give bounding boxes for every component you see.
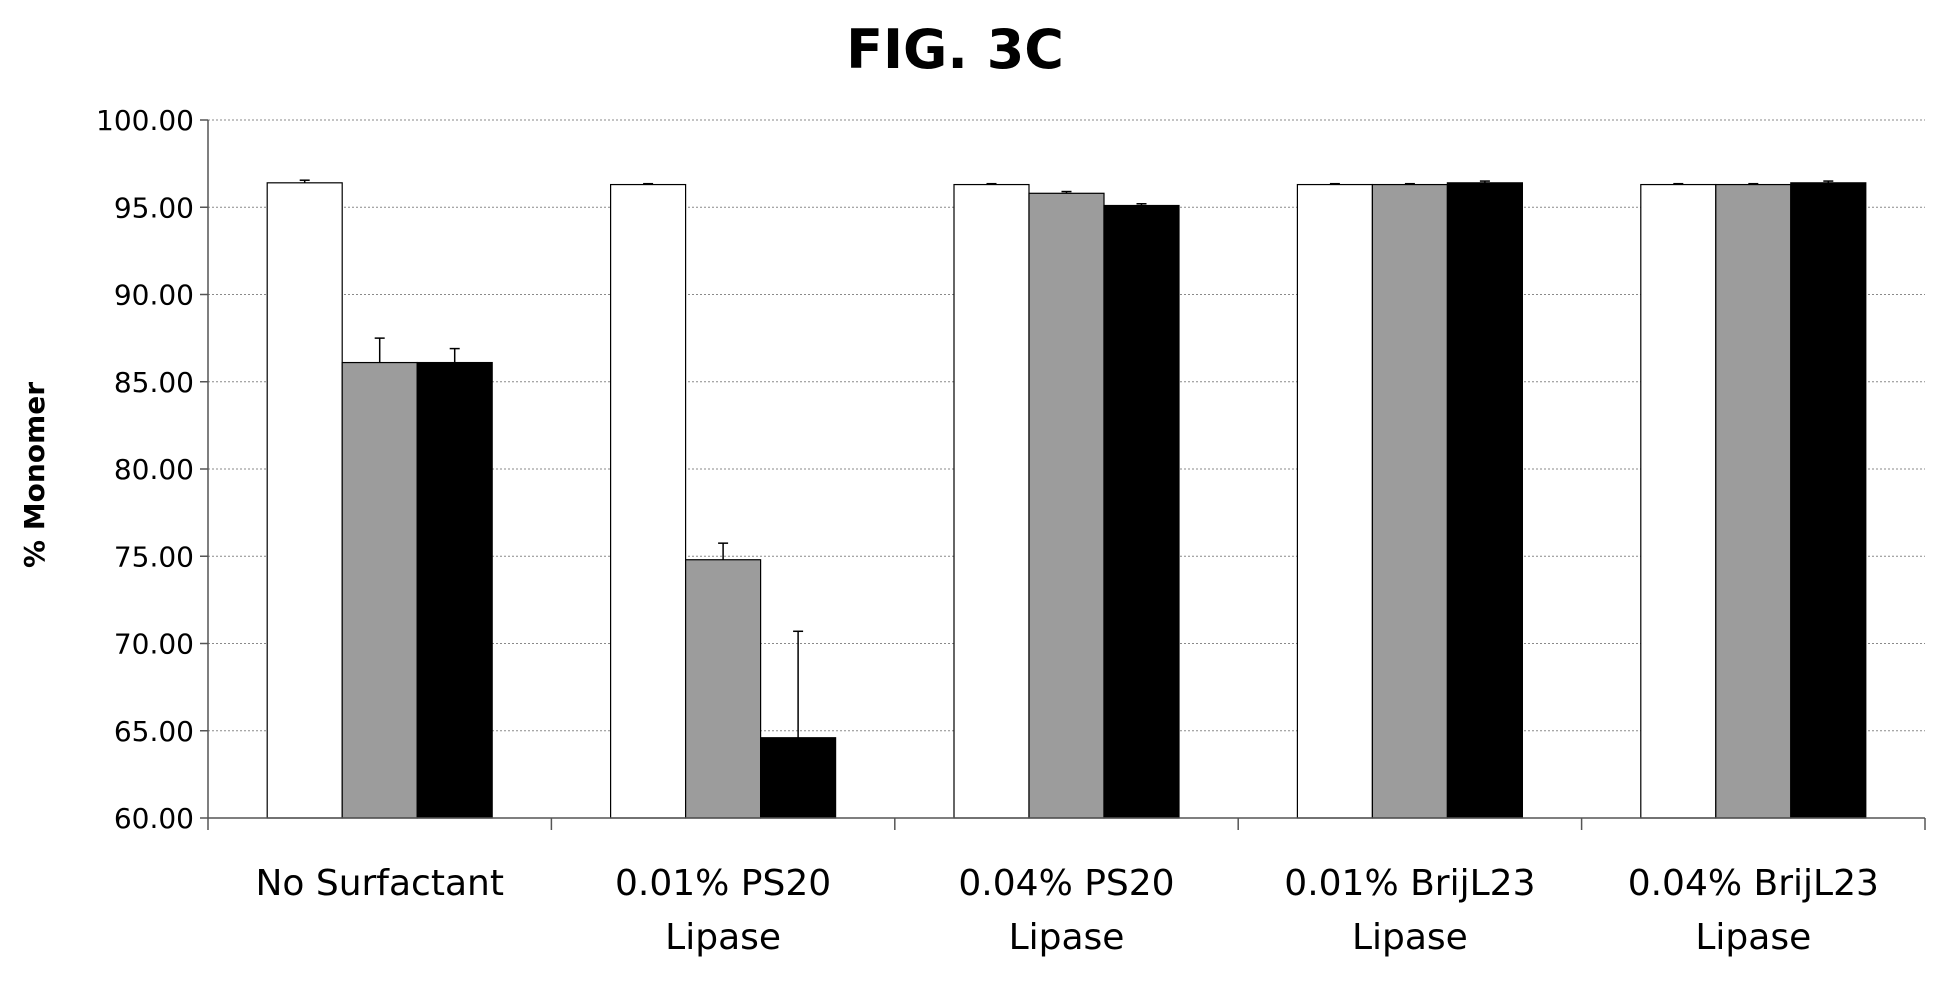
y-tick-label: 60.00 [114,802,194,835]
y-tick-label: 70.00 [114,628,194,661]
y-tick-label: 85.00 [114,366,194,399]
y-tick-label: 65.00 [114,715,194,748]
chart-title: FIG. 3C [846,18,1064,81]
bar [1296,183,1374,819]
gridlines [200,119,1925,819]
bar [1446,182,1524,819]
bar [609,183,687,819]
bar [341,361,418,819]
y-tick-labels: 60.00 65.00 70.00 75.00 80.00 85.00 90.00 95.00… [96,104,194,835]
bar [1028,192,1105,819]
bar [759,737,837,819]
x-tick-label: 0.04% PS20 [958,863,1174,904]
bars [266,179,1867,819]
bar [1790,182,1867,819]
x-tick-label: 0.01% PS20 [615,863,831,904]
bar [266,182,343,819]
bar [953,183,1030,819]
x-tick-label: Lipase [1352,917,1468,958]
bar [1371,183,1449,819]
x-tick-label: 0.04% BrijL23 [1628,863,1879,904]
y-tick-label: 75.00 [114,540,194,573]
y-tick-label: 90.00 [114,279,194,312]
y-tick-label: 100.00 [96,104,194,137]
bar [1715,183,1792,819]
y-tick-label: 80.00 [114,453,194,486]
x-tick-label: No Surfactant [255,863,504,904]
y-axis-label: % Monomer [18,382,51,568]
y-tick-label: 95.00 [114,191,194,224]
x-tick-label: 0.01% BrijL23 [1284,863,1535,904]
x-tick-labels: No Surfactant 0.01% PS20 Lipase 0.04% PS20 L… [255,863,1878,958]
bar [684,559,762,819]
axes [207,120,1926,830]
x-tick-label: Lipase [1009,917,1125,958]
bar [416,361,493,819]
x-tick-label: Lipase [665,917,781,958]
bar [1640,183,1717,819]
x-tick-label: Lipase [1695,917,1811,958]
bar [1103,204,1180,819]
